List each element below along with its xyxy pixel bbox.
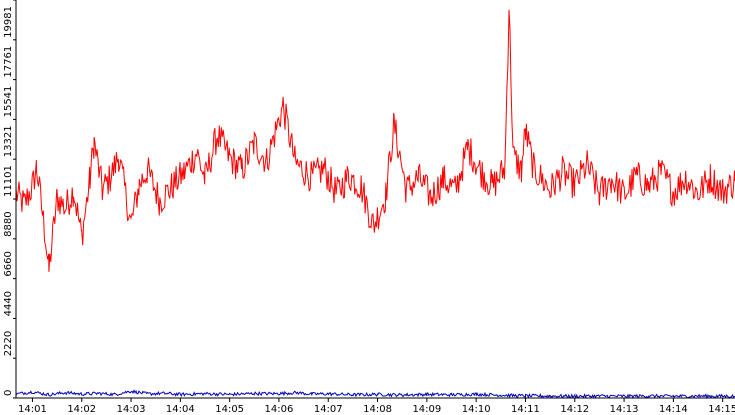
x-tick-label: 14:02 <box>67 404 96 415</box>
y-tick-label: 11101 <box>3 165 14 197</box>
x-tick-label: 14:01 <box>18 404 47 415</box>
y-tick-label: 4440 <box>3 291 14 316</box>
x-tick-label: 14:14 <box>659 404 688 415</box>
x-tick-label: 14:09 <box>412 404 441 415</box>
y-tick-label: 13321 <box>3 125 14 157</box>
y-tick-label: 17761 <box>3 46 14 78</box>
y-tick-label: 15541 <box>3 86 14 118</box>
y-tick-label: 0 <box>3 390 14 396</box>
x-tick-label: 14:12 <box>560 404 589 415</box>
x-tick-label: 14:08 <box>363 404 392 415</box>
series-line-1 <box>15 389 735 400</box>
x-tick-label: 14:15 <box>708 404 735 415</box>
x-tick-label: 14:07 <box>314 404 343 415</box>
y-tick-label: 2220 <box>3 331 14 356</box>
x-tick-label: 14:06 <box>265 404 294 415</box>
x-tick-label: 14:13 <box>610 404 639 415</box>
plot-area <box>15 9 735 400</box>
x-tick-label: 14:03 <box>117 404 146 415</box>
y-axis: 0 2220 4440 6660 8880 11101 13321 15541 17761 199… <box>3 0 17 399</box>
x-tick-label: 14:04 <box>166 404 195 415</box>
y-tick-label: 8880 <box>3 211 14 236</box>
x-tick-label: 14:05 <box>215 404 244 415</box>
x-axis: 14:01 14:02 14:03 14:04 14:05 14:06 14:07 14:08… <box>16 397 735 415</box>
series-line-0 <box>15 9 735 272</box>
y-tick-label: 6660 <box>3 251 14 276</box>
y-tick-label: 19981 <box>3 6 14 38</box>
x-tick-label: 14:10 <box>462 404 491 415</box>
x-tick-label: 14:11 <box>511 404 540 415</box>
